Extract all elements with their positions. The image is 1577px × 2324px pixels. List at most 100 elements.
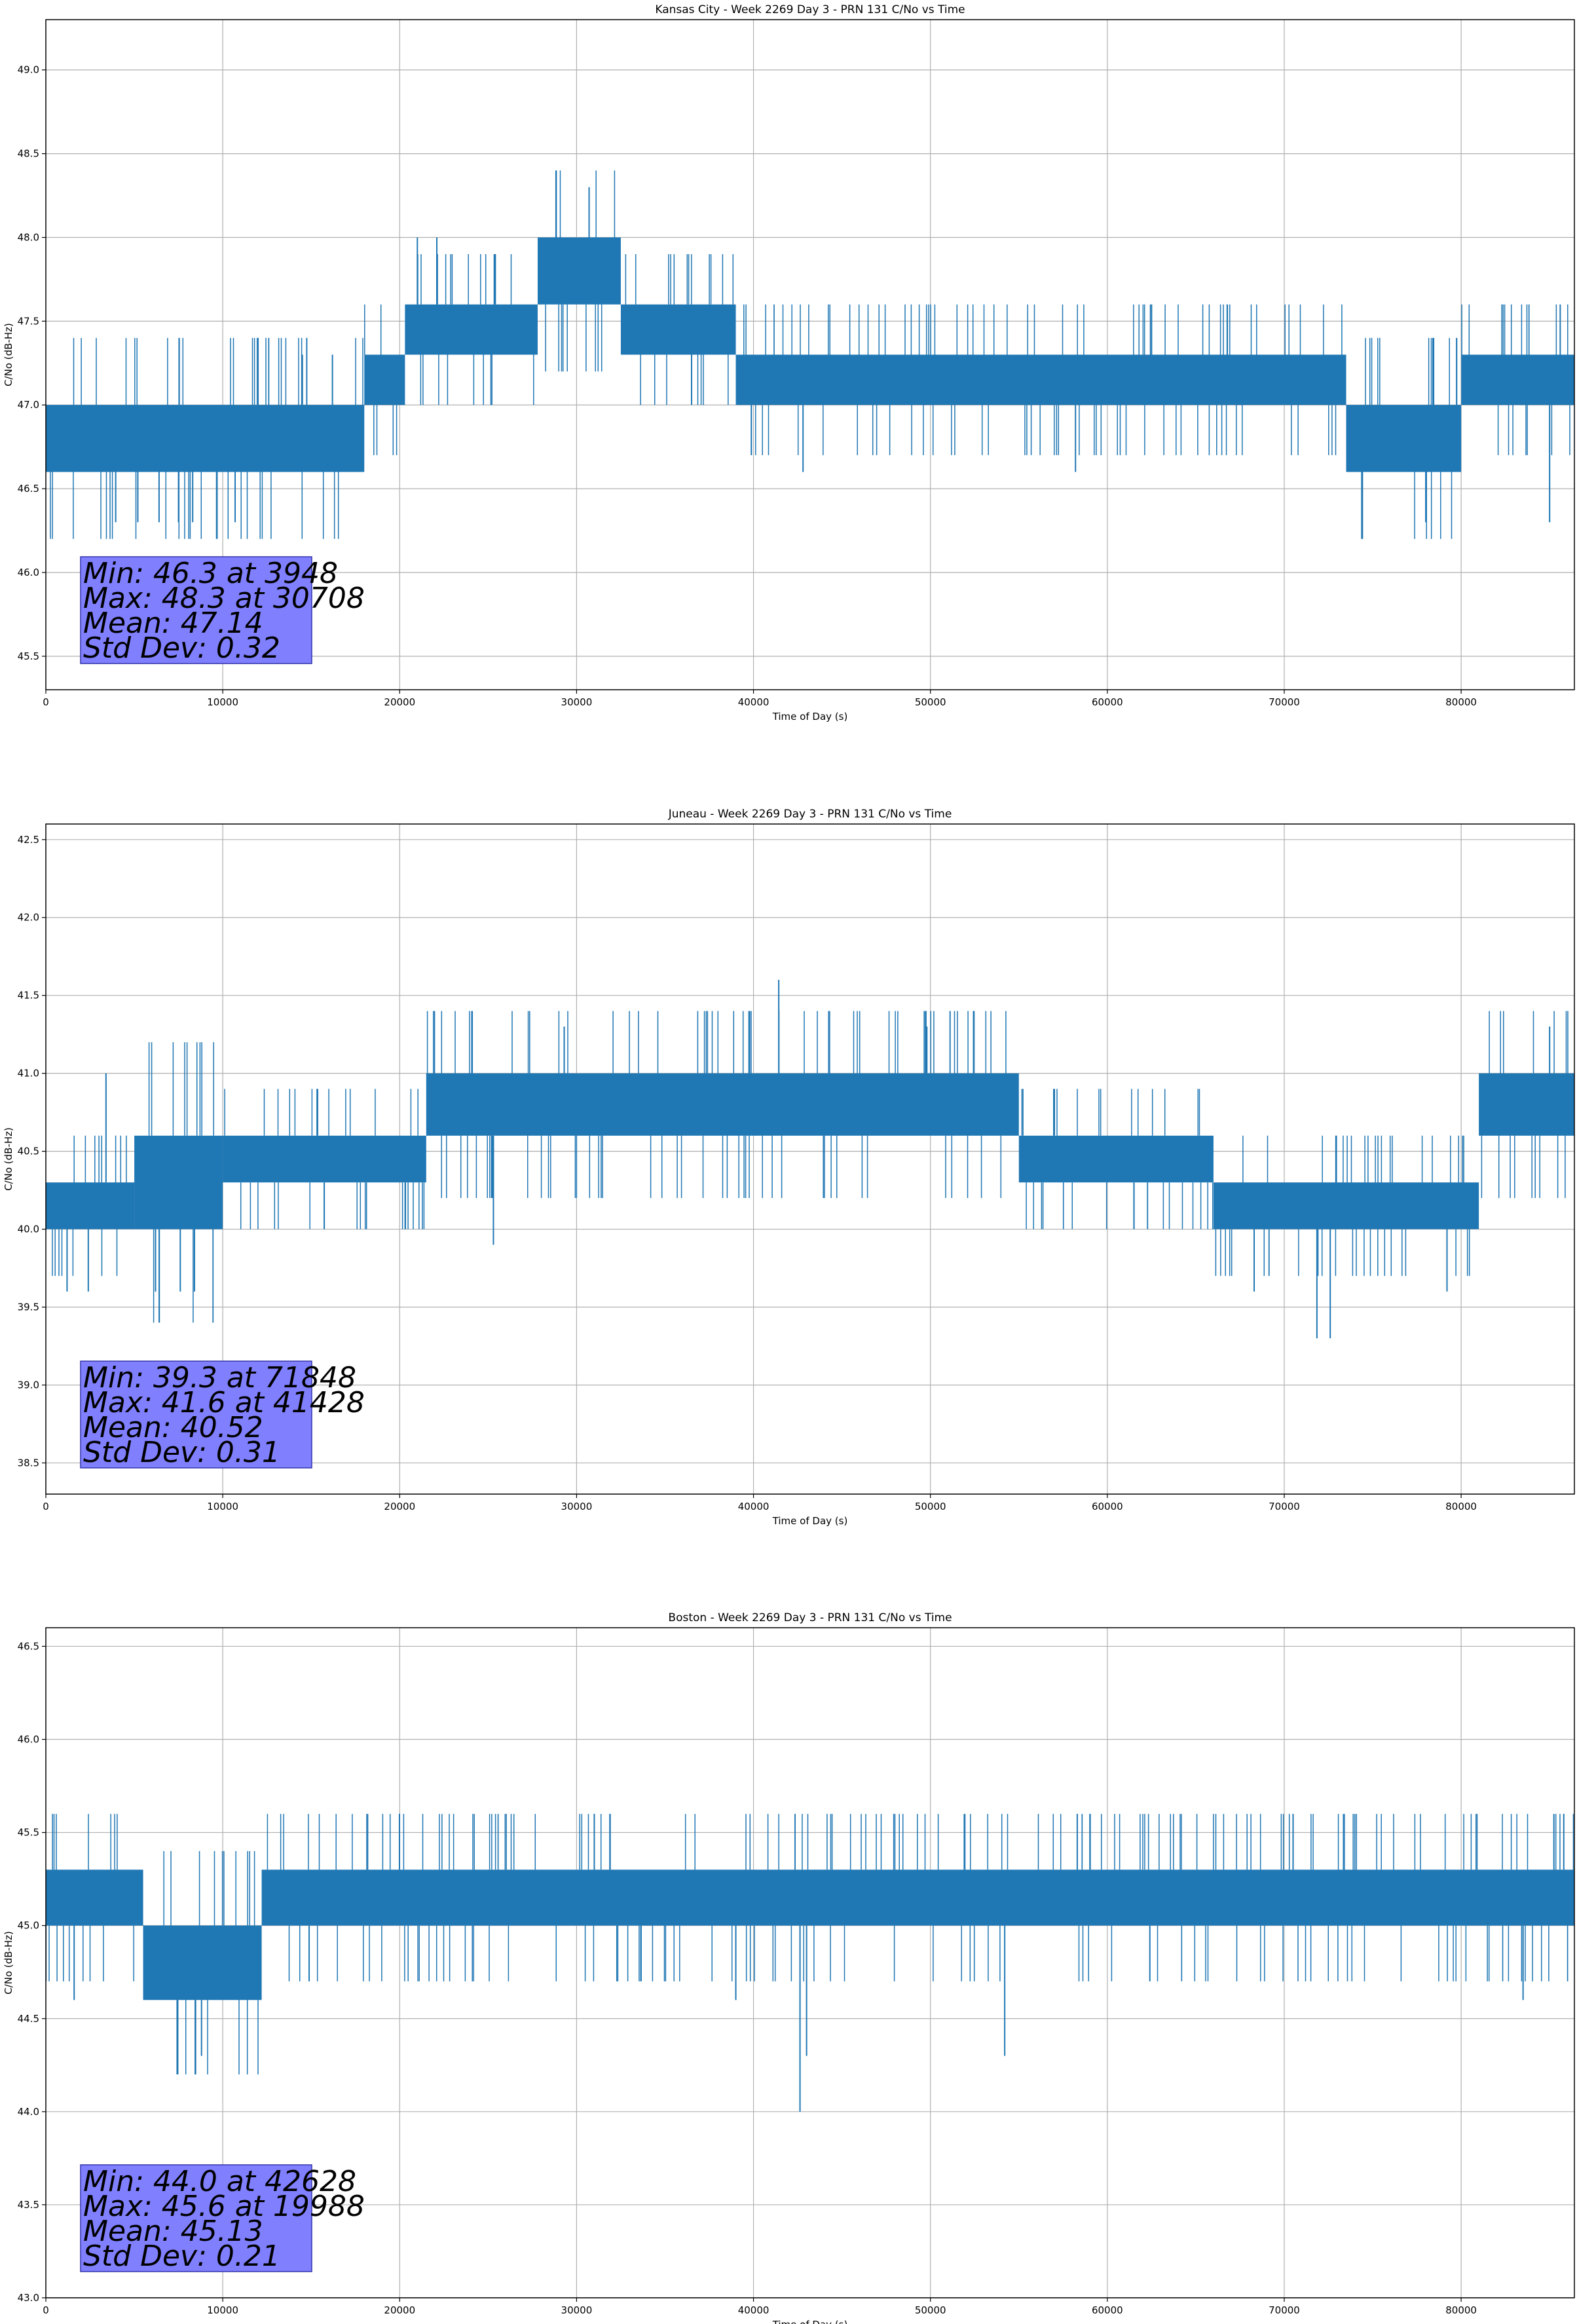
chart1-band-5 <box>1213 1182 1479 1229</box>
chart1-ytick-label-5: 41.0 <box>18 1068 39 1079</box>
chart0-ytick-label-7: 49.0 <box>18 64 39 76</box>
chart0-ytick-label-5: 48.0 <box>18 231 39 243</box>
chart1-xtick-label-3: 30000 <box>561 1501 593 1512</box>
chart0-band-noise-1 <box>364 304 398 455</box>
chart2-title: Boston - Week 2269 Day 3 - PRN 131 C/No … <box>668 1611 952 1624</box>
chart0-ytick-label-0: 45.5 <box>18 650 39 662</box>
chart0-xtick-label-0: 0 <box>43 696 49 708</box>
chart0-xtick-label-5: 50000 <box>915 696 946 708</box>
chart0-axes-frame <box>45 19 1575 690</box>
chart2-xtick-label-5: 50000 <box>915 2304 946 2316</box>
chart0-ytick-label-2: 46.5 <box>18 483 39 495</box>
chart0-band-noise-6 <box>1361 337 1458 539</box>
chart1-stat-mean: Mean: 40.52 <box>83 1411 263 1444</box>
chart1-band-noise-1 <box>148 1042 214 1323</box>
chart2-stats-background <box>80 2164 312 2272</box>
chart1-band-0 <box>46 1182 135 1229</box>
chart2-stat-std: Std Dev: 0.21 <box>83 2240 280 2273</box>
chart0-xtick-label-3: 30000 <box>561 696 593 708</box>
chart0-band-2 <box>405 304 538 355</box>
chart1-stats-background <box>80 1360 312 1469</box>
chart2-ytick-label-7: 46.5 <box>18 1640 39 1652</box>
chart1-band-noise-6 <box>1481 1011 1568 1198</box>
chart0-stat-min: Min: 46.3 at 3948 <box>83 557 338 590</box>
chart0-band-noise-3 <box>545 170 616 372</box>
chart1-stat-max: Max: 41.6 at 41428 <box>83 1386 365 1419</box>
chart2-stat-max: Max: 45.6 at 19988 <box>83 2190 365 2223</box>
chart1-xtick-label-0: 0 <box>43 1501 49 1512</box>
chart2-ytick-label-4: 45.0 <box>18 1920 39 1932</box>
chart2-axes-frame <box>45 1627 1575 2298</box>
chart2-band-noise-2 <box>267 1814 1574 1981</box>
chart1-band-6 <box>1479 1073 1574 1136</box>
chart2-band-1 <box>143 1925 262 2000</box>
chart1-xtick-label-5: 50000 <box>915 1501 946 1512</box>
chart0-ytick-label-1: 46.0 <box>18 567 39 578</box>
chart1-band-noise-0 <box>52 1135 127 1276</box>
chart1-stat-min: Min: 39.3 at 71848 <box>83 1361 356 1395</box>
chart0-band-noise-2 <box>417 254 534 405</box>
chart2-ytick-label-0: 43.0 <box>18 2292 39 2304</box>
chart0-ylabel: C/No (dB-Hz) <box>3 323 14 386</box>
chart0-stat-max: Max: 48.3 at 30708 <box>83 582 365 615</box>
chart0-ytick-label-4: 47.5 <box>18 315 39 327</box>
chart0-band-7 <box>1461 354 1574 405</box>
chart0-title: Kansas City - Week 2269 Day 3 - PRN 131 … <box>655 3 965 16</box>
chart1-band-3 <box>426 1073 1019 1136</box>
chart0-band-noise-5 <box>743 304 1343 455</box>
chart1-xtick-label-1: 10000 <box>207 1501 238 1512</box>
chart0-xtick-label-7: 70000 <box>1269 696 1300 708</box>
chart1-ytick-label-6: 41.5 <box>18 990 39 1002</box>
chart1-band-1 <box>134 1135 223 1229</box>
chart0-xlabel: Time of Day (s) <box>772 711 848 722</box>
chart1-band-noise-5 <box>1215 1135 1470 1276</box>
chart1-plot: 0 10000 20000 30000 40000 50000 60000 70000 8000… <box>3 808 1575 1527</box>
chart1-ytick-label-7: 42.0 <box>18 912 39 924</box>
chart1-xtick-label-6: 60000 <box>1092 1501 1123 1512</box>
chart2-xlabel: Time of Day (s) <box>772 2319 848 2324</box>
chart2-ytick-label-5: 45.5 <box>18 1827 39 1839</box>
chart2-ytick-label-6: 46.0 <box>18 1734 39 1746</box>
chart2-ytick-label-1: 43.5 <box>18 2199 39 2211</box>
chart1-band-noise-4 <box>1021 1089 1214 1229</box>
chart1-xtick-label-2: 20000 <box>384 1501 415 1512</box>
chart0-band-3 <box>537 237 621 305</box>
chart2-stat-min: Min: 44.0 at 42628 <box>83 2165 356 2198</box>
chart0-xtick-label-4: 40000 <box>738 696 770 708</box>
chart2-xtick-label-3: 30000 <box>561 2304 593 2316</box>
chart2-xtick-label-6: 60000 <box>1092 2304 1123 2316</box>
chart2-xtick-label-1: 10000 <box>207 2304 238 2316</box>
chart1-ytick-label-2: 39.5 <box>18 1302 39 1313</box>
chart0-stat-mean: Mean: 47.14 <box>83 607 263 640</box>
chart1-ytick-label-3: 40.0 <box>18 1224 39 1235</box>
chart1-ylabel: C/No (dB-Hz) <box>3 1127 14 1191</box>
chart2-xtick-label-0: 0 <box>43 2304 49 2316</box>
chart0-ytick-label-6: 48.5 <box>18 148 39 160</box>
chart1-ytick-label-1: 39.0 <box>18 1379 39 1391</box>
chart1-xtick-label-8: 80000 <box>1445 1501 1477 1512</box>
chart1-stat-std: Std Dev: 0.31 <box>83 1436 280 1469</box>
chart2-band-noise-0 <box>45 1814 134 1981</box>
chart0-band-1 <box>364 354 405 405</box>
chart1-band-noise-3 <box>426 1011 1007 1198</box>
chart2-xtick-label-7: 70000 <box>1269 2304 1300 2316</box>
chart2-plot: 0 10000 20000 30000 40000 50000 60000 70000 8000… <box>3 1611 1575 2324</box>
chart2-band-noise-1 <box>163 1851 259 2074</box>
chart0-xtick-label-2: 20000 <box>384 696 415 708</box>
chart0-band-4 <box>620 304 736 355</box>
chart0-stats-background <box>80 556 312 664</box>
chart0-band-noise-0 <box>50 337 363 539</box>
chart1-xtick-label-7: 70000 <box>1269 1501 1300 1512</box>
chart2-xtick-label-2: 20000 <box>384 2304 415 2316</box>
chart2-ytick-label-2: 44.0 <box>18 2106 39 2118</box>
chart1-ytick-label-0: 38.5 <box>18 1457 39 1469</box>
chart1-axes-frame <box>45 823 1575 1495</box>
chart2-band-2 <box>261 1869 1574 1926</box>
chart0-stat-std: Std Dev: 0.32 <box>83 631 280 665</box>
chart1-title: Juneau - Week 2269 Day 3 - PRN 131 C/No … <box>668 808 952 821</box>
chart2-ytick-label-3: 44.5 <box>18 2013 39 2025</box>
